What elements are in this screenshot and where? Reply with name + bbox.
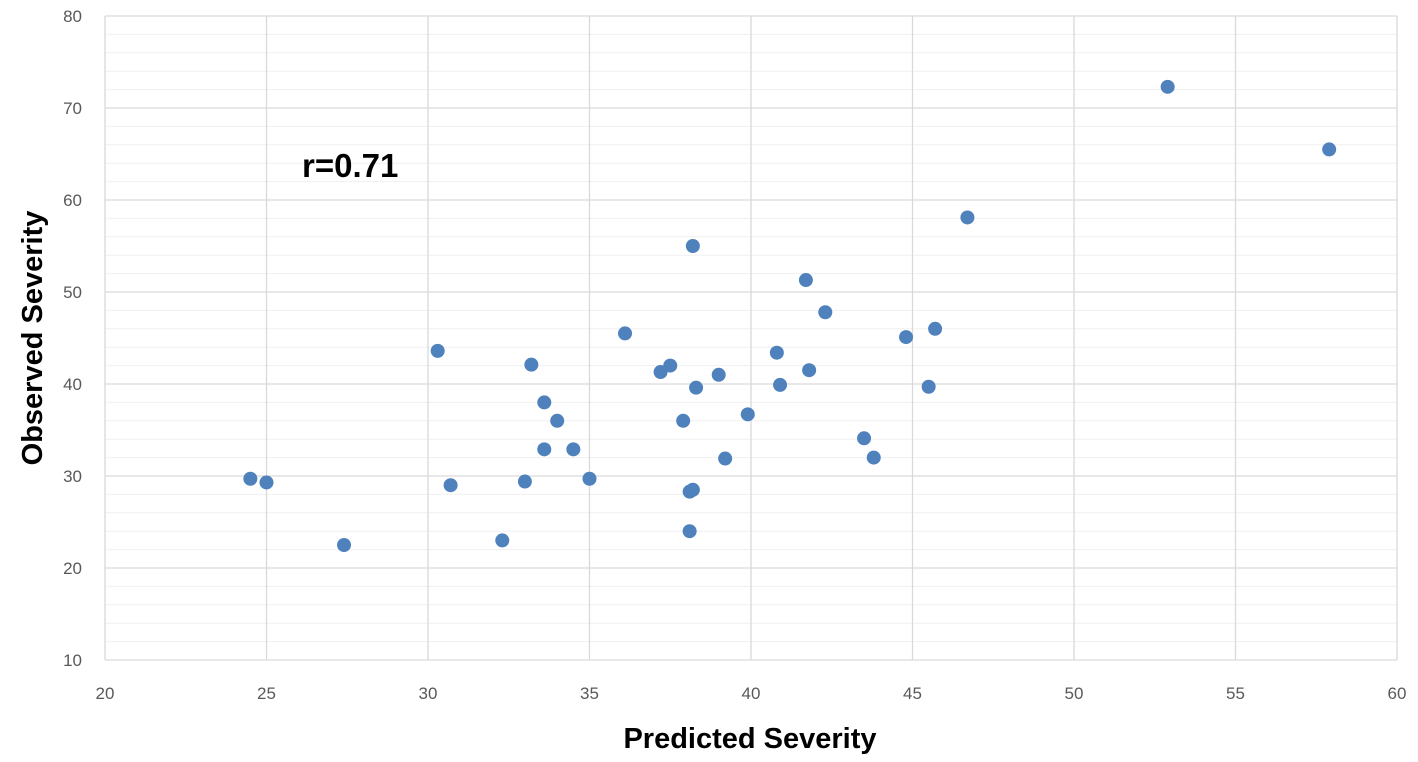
x-tick-label: 50 (1065, 684, 1084, 703)
data-point (928, 321, 943, 336)
data-point (537, 442, 552, 457)
data-points (243, 79, 1337, 552)
major-grid (104, 15, 1398, 661)
data-point (798, 273, 813, 288)
data-point (773, 377, 788, 392)
data-point (618, 326, 633, 341)
data-point (430, 343, 445, 358)
data-point (517, 474, 532, 489)
data-point (1322, 142, 1337, 157)
x-tick-label: 35 (580, 684, 599, 703)
data-point (337, 538, 352, 552)
y-tick-label: 30 (63, 467, 82, 486)
data-point (689, 380, 704, 395)
y-axis-title: Observed Severity (17, 211, 49, 466)
x-tick-label: 20 (96, 684, 115, 703)
data-point (537, 395, 552, 410)
data-point (921, 379, 936, 394)
y-tick-label: 40 (63, 375, 82, 394)
data-point (769, 345, 784, 360)
x-tick-label: 30 (419, 684, 438, 703)
data-point (682, 524, 697, 539)
data-point (582, 471, 597, 486)
data-point (243, 471, 258, 486)
y-tick-label: 10 (63, 651, 82, 670)
y-tick-label: 60 (63, 191, 82, 210)
data-point (857, 431, 872, 446)
x-tick-label: 25 (257, 684, 276, 703)
data-point (259, 475, 274, 490)
data-point (802, 363, 817, 378)
data-point (740, 407, 755, 422)
x-axis-title: Predicted Severity (623, 723, 876, 755)
x-tick-labels: 20 25 30 35 40 45 50 55 60 (96, 684, 1407, 703)
data-point (866, 450, 881, 465)
data-point (663, 358, 678, 373)
data-point (1160, 79, 1175, 94)
data-point (711, 367, 726, 382)
y-tick-label: 20 (63, 559, 82, 578)
y-tick-label: 80 (63, 7, 82, 26)
x-tick-label: 60 (1388, 684, 1407, 703)
data-point (899, 330, 914, 345)
data-point (676, 413, 691, 428)
data-point (685, 239, 700, 253)
data-point (443, 478, 458, 493)
data-point (524, 357, 539, 372)
data-point (550, 413, 565, 428)
x-tick-label: 40 (742, 684, 761, 703)
data-point (566, 442, 581, 457)
correlation-annotation: r=0.71 (302, 147, 398, 184)
y-tick-labels: 10 20 30 40 50 60 70 80 (63, 7, 82, 670)
data-point (818, 305, 833, 320)
x-tick-label: 55 (1226, 684, 1245, 703)
y-tick-label: 50 (63, 283, 82, 302)
data-point (685, 482, 700, 497)
data-point (718, 451, 733, 466)
data-point (960, 210, 975, 225)
x-tick-label: 45 (903, 684, 922, 703)
y-tick-label: 70 (63, 99, 82, 118)
data-point (495, 533, 510, 548)
